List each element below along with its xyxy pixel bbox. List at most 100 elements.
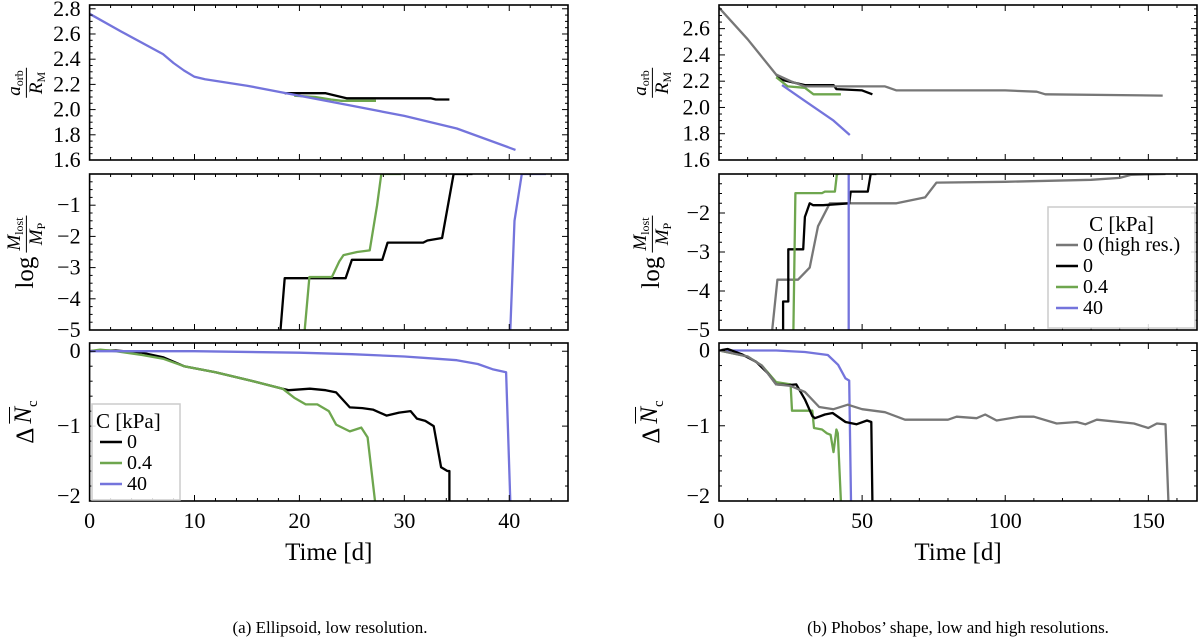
x-tick-label: 10 bbox=[184, 508, 206, 533]
legend-title: C [kPa] bbox=[96, 409, 161, 433]
legend: C [kPa]0 (high res.)00.440 bbox=[1047, 206, 1196, 329]
chart-b: 1.61.82.02.22.42.6 −5 −4 −3 −2 −2 −1 0 0 50 100 150… bbox=[683, 4, 1198, 637]
x-tick-label: 0 bbox=[84, 508, 95, 533]
y-label-num-subscript: orb bbox=[11, 69, 26, 86]
y-tick-label: −2 bbox=[687, 200, 710, 225]
y-label-fraction: aorb RM bbox=[630, 67, 674, 98]
y-tick-label: −2 bbox=[687, 483, 710, 508]
x-tick-label: 150 bbox=[1132, 508, 1165, 533]
y-label-prefix: Δ bbox=[638, 427, 665, 444]
y-label-num-symbol: M bbox=[629, 234, 651, 251]
series-line-0 bbox=[279, 174, 473, 330]
ticks bbox=[89, 5, 568, 161]
y-tick-label: 1.6 bbox=[683, 147, 711, 172]
y-label-numerator: Mlost bbox=[3, 215, 27, 253]
y-label-den-subscript: M bbox=[659, 71, 674, 83]
y-label-denominator: MP bbox=[652, 221, 674, 248]
y-label-denominator: MP bbox=[25, 221, 48, 248]
series-line-40 bbox=[781, 84, 851, 136]
panel-1: −5 −4 −3 −2 bbox=[687, 173, 1198, 342]
series-line-0.4 bbox=[303, 174, 402, 330]
y-label-numerator: aorb bbox=[3, 67, 27, 98]
panel-2: −2 −1 0 0 10 20 30 40 bbox=[57, 338, 569, 533]
y-tick-label: −4 bbox=[687, 278, 710, 303]
series-line-0.4 bbox=[294, 94, 376, 102]
y-label-den-subscript: P bbox=[659, 222, 674, 230]
y-label-den-symbol: R bbox=[25, 82, 47, 94]
y-tick-label: −2 bbox=[57, 223, 80, 248]
y-label-den-symbol: R bbox=[651, 82, 673, 94]
series-line-0-high-res.- bbox=[719, 6, 1163, 97]
y-tick-label: −3 bbox=[57, 255, 80, 280]
series-line-0 bbox=[89, 349, 451, 501]
y-tick-label: 1.8 bbox=[683, 121, 711, 146]
series-line-40 bbox=[89, 12, 516, 151]
y-label-den-subscript: M bbox=[33, 71, 48, 83]
y-tick-label: 2.2 bbox=[53, 71, 81, 96]
y-label-denominator: RM bbox=[25, 69, 48, 95]
y-tick-label: −2 bbox=[57, 483, 80, 508]
x-tick-label: 20 bbox=[288, 508, 310, 533]
series-line-0 bbox=[284, 92, 450, 101]
y-label-denominator: RM bbox=[651, 69, 674, 95]
y-axis-label: Δ Nc bbox=[10, 400, 42, 443]
axes-frame bbox=[88, 342, 569, 502]
y-tick-label: 1.6 bbox=[53, 147, 81, 172]
axes-frame bbox=[718, 342, 1198, 502]
series-line-0 bbox=[781, 174, 877, 330]
series-line-0.4 bbox=[775, 76, 841, 96]
figure-caption: (a) Ellipsoid, low resolution. bbox=[232, 618, 427, 637]
y-tick-label: 2.2 bbox=[683, 68, 711, 93]
y-tick-label: −5 bbox=[687, 317, 710, 342]
y-tick-label: 0 bbox=[699, 338, 710, 363]
legend-title: C [kPa] bbox=[1089, 212, 1154, 236]
legend-entry-label: 0 (high res.) bbox=[1083, 234, 1180, 256]
y-label-prefix: log bbox=[638, 256, 665, 289]
x-tick-label: 100 bbox=[989, 508, 1022, 533]
series-line-0-high-res.- bbox=[719, 349, 1170, 501]
y-label-subscript: c bbox=[651, 400, 667, 407]
y-tick-label: −1 bbox=[57, 413, 80, 438]
y-label-num-subscript: lost bbox=[11, 217, 26, 235]
y-label-numerator: aorb bbox=[630, 67, 653, 98]
panel-0: 1.61.82.02.22.42.6 bbox=[683, 4, 1198, 172]
y-tick-label: −3 bbox=[687, 239, 710, 264]
y-tick-label: 0 bbox=[70, 338, 81, 363]
chart-a: 1.61.82.02.22.42.62.8 −5 −4 −3 −2 −1 −2 −1 0 0 10 2… bbox=[53, 0, 569, 637]
y-label-subscript: c bbox=[25, 400, 41, 407]
ticks bbox=[89, 173, 568, 331]
x-axis-label: Time [d] bbox=[285, 539, 372, 566]
legend-entry-label: 0.4 bbox=[1083, 276, 1108, 298]
y-label-den-symbol: M bbox=[25, 229, 47, 246]
y-tick-label: −1 bbox=[687, 413, 710, 438]
axes-frame bbox=[718, 4, 1198, 161]
y-label-fraction: Mlost MP bbox=[629, 215, 674, 253]
series-line-0 bbox=[775, 73, 873, 96]
y-label-numerator: Mlost bbox=[629, 215, 653, 253]
axes-frame bbox=[88, 173, 569, 331]
y-tick-label: 2.0 bbox=[683, 94, 711, 119]
y-label-num-subscript: orb bbox=[637, 69, 652, 86]
y-axis-label: aorb RM bbox=[3, 67, 48, 98]
y-axis-label: log Mlost MP bbox=[629, 215, 674, 289]
x-tick-label: 30 bbox=[393, 508, 415, 533]
series-line-40 bbox=[509, 174, 546, 330]
series-line-0.4 bbox=[719, 349, 843, 501]
y-tick-label: 2.6 bbox=[53, 21, 81, 46]
y-label-num-symbol: M bbox=[3, 234, 25, 251]
axes-frame bbox=[718, 173, 1198, 331]
y-tick-label: 2.4 bbox=[683, 42, 711, 67]
y-tick-label: −4 bbox=[57, 286, 80, 311]
y-label-prefix: Δ bbox=[12, 427, 39, 444]
y-label-num-symbol: a bbox=[3, 85, 25, 96]
x-tick-label: 40 bbox=[498, 508, 520, 533]
y-label-den-subscript: P bbox=[33, 222, 48, 230]
series-line-40 bbox=[89, 350, 512, 501]
y-label-num-subscript: lost bbox=[637, 217, 652, 235]
series-line-40 bbox=[719, 349, 853, 501]
panel-0: 1.61.82.02.22.42.62.8 bbox=[53, 0, 569, 172]
axes-frame bbox=[88, 4, 569, 161]
y-label-symbol: N bbox=[636, 406, 663, 424]
y-tick-label: 2.0 bbox=[53, 97, 81, 122]
